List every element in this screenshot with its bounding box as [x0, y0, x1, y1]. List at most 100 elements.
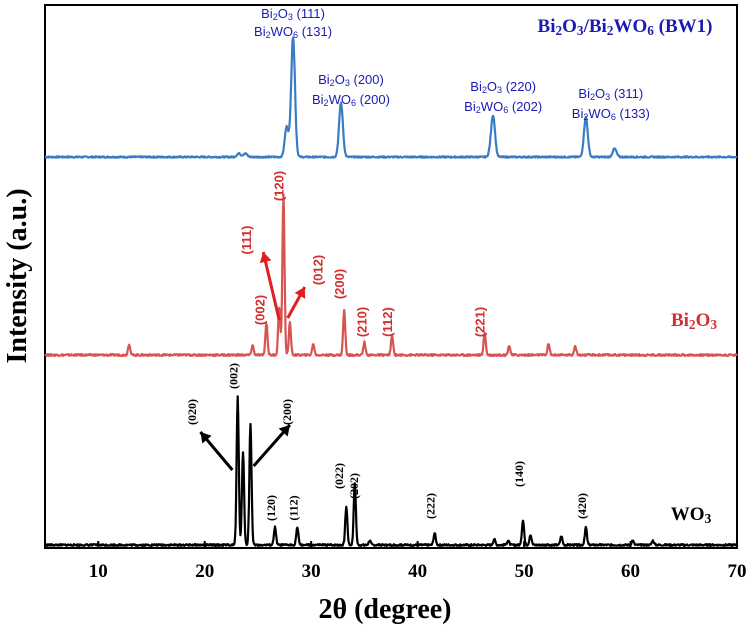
subscript: 6 — [351, 98, 356, 108]
text-run: WO — [613, 16, 647, 37]
text-run: Bi — [464, 99, 476, 114]
wo3-peak-label: (140) — [512, 461, 526, 487]
subscript: 2 — [590, 92, 595, 102]
wo3-peak-label: (020) — [185, 399, 199, 425]
text-run: WO — [671, 504, 705, 525]
x-tick-label: 70 — [728, 561, 747, 582]
text-run: (202) — [508, 99, 542, 114]
series-name-label: Bi2O3 — [671, 310, 717, 332]
text-run: WO — [588, 106, 610, 121]
bw1-peak-label: Bi2WO6 (202) — [464, 99, 542, 115]
text-run: Bi — [572, 106, 584, 121]
wo3-peak-label: (120) — [264, 495, 278, 521]
subscript: 2 — [689, 317, 696, 332]
xrd-pattern-line — [44, 395, 738, 548]
subscript: 3 — [577, 23, 584, 38]
subscript: 6 — [293, 30, 298, 40]
text-run: /Bi — [583, 16, 607, 37]
subscript: 2 — [476, 105, 481, 115]
subscript: 2 — [482, 85, 487, 95]
text-run: (200) — [350, 72, 384, 87]
text-run: Bi — [578, 86, 590, 101]
subscript: 6 — [611, 112, 616, 122]
text-run: O — [278, 6, 288, 21]
series-group — [44, 36, 738, 159]
wo3-peak-label: (022) — [332, 463, 346, 489]
text-run: (133) — [616, 106, 650, 121]
x-tick-label: 60 — [621, 561, 640, 582]
plot-frame — [44, 4, 738, 549]
text-run: O — [562, 16, 577, 37]
text-run: WO — [271, 24, 293, 39]
text-run: O — [335, 72, 345, 87]
subscript: 3 — [497, 85, 502, 95]
subscript: 2 — [273, 12, 278, 22]
bi2o3-arrowhead — [294, 287, 306, 299]
bi2o3-peak-label: (002) — [253, 295, 268, 325]
text-run: (220) — [502, 79, 536, 94]
series-group — [44, 395, 738, 548]
bw1-peak-label: Bi2WO6 (200) — [312, 92, 390, 108]
subscript: 2 — [324, 98, 329, 108]
x-axis-title: 2θ (degree) — [318, 594, 451, 625]
subscript: 6 — [503, 105, 508, 115]
text-run: (111) — [293, 6, 325, 21]
subscript: 3 — [288, 12, 293, 22]
bi2o3-arrow — [261, 251, 281, 321]
xrd-pattern-line — [44, 36, 738, 159]
wo3-peak-label: (222) — [424, 493, 438, 519]
text-run: Bi — [538, 16, 556, 37]
y-axis-title: Intensity (a.u.) — [2, 188, 33, 363]
bw1-peak-label: Bi2WO6 (131) — [254, 24, 332, 40]
bi2o3-peak-label: (120) — [272, 171, 287, 201]
text-run: Bi — [318, 72, 330, 87]
text-run: Bi — [261, 6, 273, 21]
bi2o3-peak-label: (111) — [239, 226, 254, 255]
text-run: Bi — [254, 24, 266, 39]
wo3-peak-label: (200) — [280, 399, 294, 425]
annotation-layer: Bi2O3 (111)Bi2WO6 (131)Bi2O3 (200)Bi2WO6… — [185, 6, 650, 521]
subscript: 2 — [266, 30, 271, 40]
wo3-peak-label: (420) — [575, 493, 589, 519]
text-run: WO — [329, 92, 351, 107]
wo3-peak-label: (202) — [347, 473, 361, 499]
x-tick-label: 20 — [195, 561, 214, 582]
bw1-peak-label: Bi2O3 (200) — [318, 72, 384, 88]
x-tick-label: 50 — [515, 561, 534, 582]
subscript: 2 — [555, 23, 562, 38]
subscript: 6 — [647, 23, 654, 38]
bi2o3-peak-label: (012) — [311, 255, 326, 285]
text-run: Bi — [470, 79, 482, 94]
series-name-label: Bi2O3/Bi2WO6 (BW1) — [538, 16, 713, 38]
text-run: (131) — [298, 24, 332, 39]
subscript: 3 — [710, 317, 717, 332]
text-run: O — [696, 310, 711, 331]
bw1-peak-label: Bi2O3 (311) — [578, 86, 643, 102]
text-run: Bi — [312, 92, 324, 107]
x-tick-label: 10 — [89, 561, 108, 582]
wo3-peak-label: (002) — [227, 363, 241, 389]
wo3-arrowhead — [200, 432, 212, 444]
subscript: 2 — [583, 112, 588, 122]
x-tick-label: 40 — [408, 561, 427, 582]
bw1-peak-label: Bi2WO6 (133) — [572, 106, 650, 122]
subscript: 2 — [607, 23, 614, 38]
bi2o3-peak-label: (200) — [332, 269, 347, 299]
text-run: WO — [481, 99, 503, 114]
text-run: O — [487, 79, 497, 94]
bi2o3-arrowhead — [259, 252, 272, 264]
xrd-pattern-line — [44, 193, 739, 358]
bw1-peak-label: Bi2O3 (111) — [261, 6, 325, 22]
subscript: 3 — [605, 92, 610, 102]
bi2o3-peak-label: (112) — [380, 307, 395, 337]
wo3-arrowhead — [278, 425, 290, 437]
text-run: Bi — [671, 310, 689, 331]
wo3-peak-label: (112) — [286, 495, 300, 520]
text-run: (200) — [356, 92, 390, 107]
subscript: 3 — [345, 78, 350, 88]
x-tick-label: 30 — [302, 561, 321, 582]
text-run: (311) — [610, 86, 643, 101]
series-group — [44, 193, 739, 358]
bw1-peak-label: Bi2O3 (220) — [470, 79, 536, 95]
